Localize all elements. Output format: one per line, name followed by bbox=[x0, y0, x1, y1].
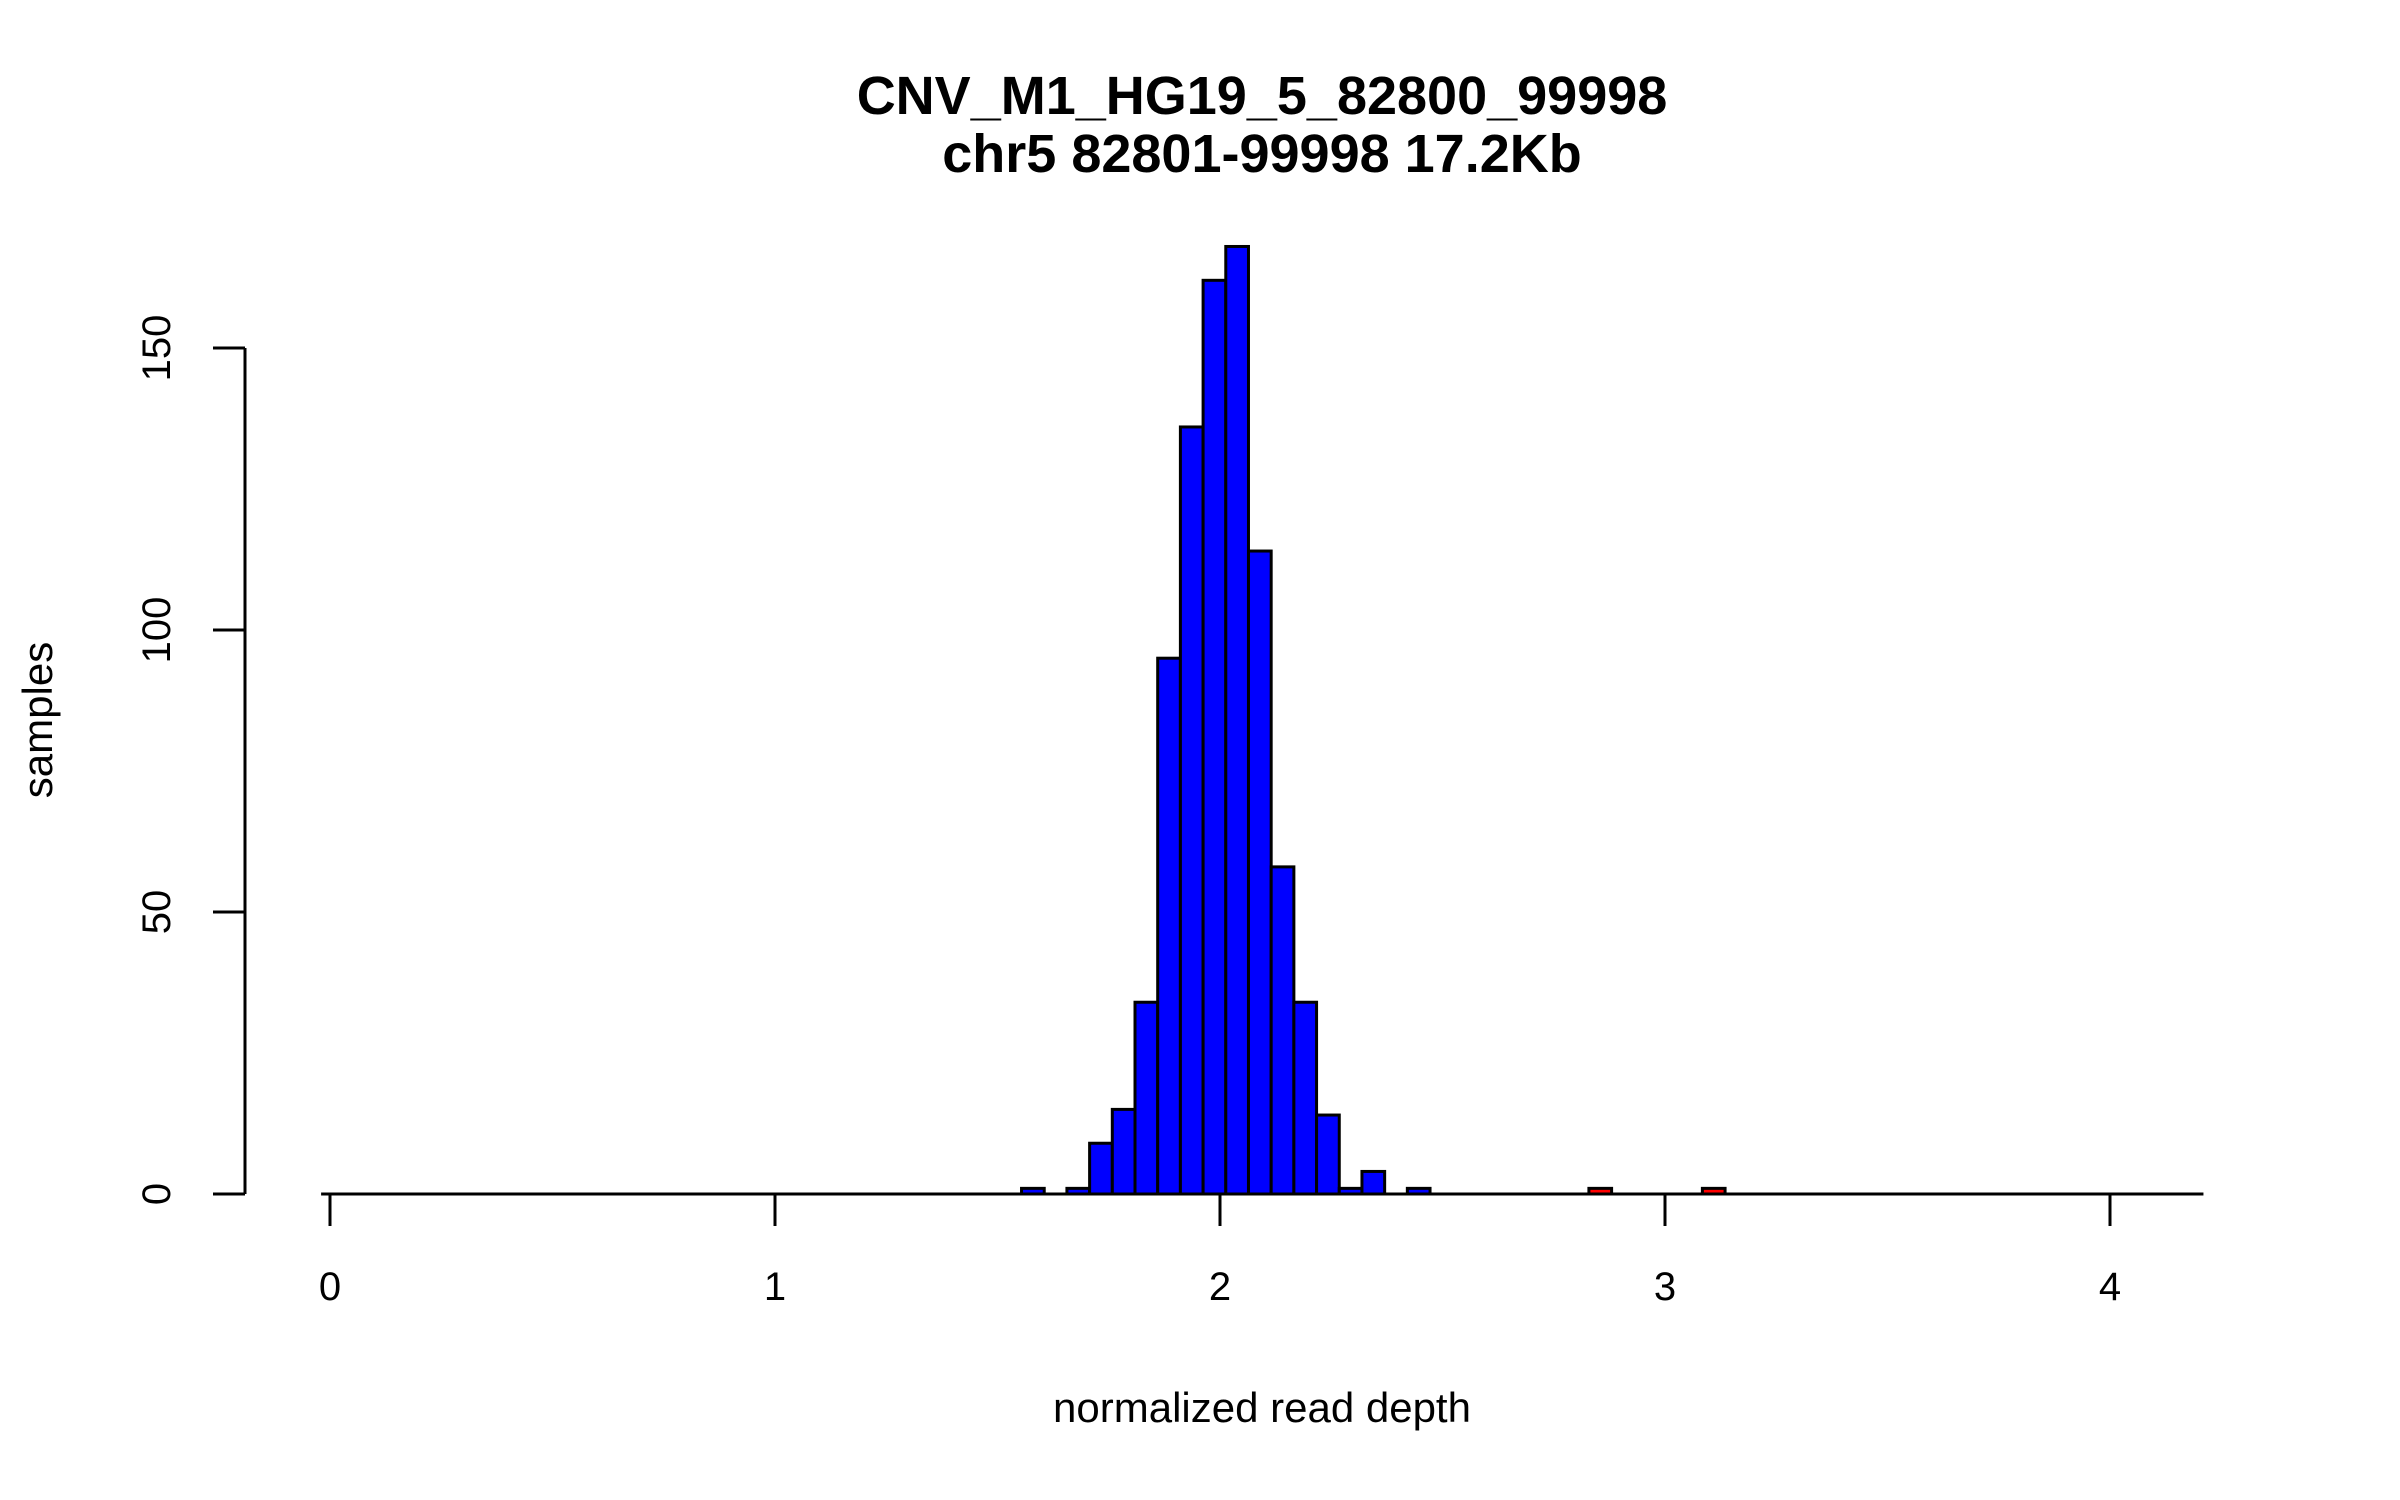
histogram-bar-normal-9 bbox=[1246, 549, 1273, 1196]
bars-group bbox=[321, 244, 2204, 1196]
histogram-bar-normal-1 bbox=[1065, 1186, 1092, 1196]
histogram-bar-outlier-17 bbox=[1700, 1186, 1727, 1196]
chart-subtitle: chr5 82801-99998 17.2Kb bbox=[942, 124, 1581, 184]
histogram-bar-normal-10 bbox=[1269, 865, 1296, 1196]
y-tick-label: 50 bbox=[135, 890, 179, 935]
histogram-bar-normal-8 bbox=[1224, 244, 1250, 1196]
histogram-bar-normal-4 bbox=[1133, 1000, 1160, 1196]
x-tick-label: 1 bbox=[764, 1265, 786, 1309]
histogram-bar-normal-11 bbox=[1292, 1000, 1319, 1196]
axes-group: 0 1 2 3 4 0 50 100 150 bbox=[135, 315, 2121, 1309]
x-axis-label: normalized read depth bbox=[1053, 1384, 1471, 1431]
y-tick-label: 100 bbox=[135, 597, 179, 664]
histogram-bar-normal-12 bbox=[1315, 1113, 1341, 1196]
histogram-bar-normal-3 bbox=[1110, 1107, 1137, 1196]
y-tick-label: 150 bbox=[135, 315, 179, 382]
histogram-bar-outlier-16 bbox=[1587, 1186, 1614, 1196]
y-tick-label: 0 bbox=[135, 1183, 179, 1205]
x-tick-label: 0 bbox=[319, 1265, 341, 1309]
histogram-bar-normal-13 bbox=[1337, 1186, 1364, 1196]
y-axis-label: samples bbox=[14, 642, 61, 798]
histogram-bar-normal-15 bbox=[1405, 1186, 1432, 1196]
x-tick-label: 3 bbox=[1654, 1265, 1676, 1309]
histogram-bar-normal-14 bbox=[1360, 1169, 1387, 1196]
histogram-bar-normal-7 bbox=[1201, 278, 1228, 1196]
histogram-bar-normal-0 bbox=[1020, 1186, 1046, 1196]
x-tick-label: 2 bbox=[1209, 1265, 1231, 1309]
histogram-bar-normal-6 bbox=[1178, 425, 1205, 1196]
chart-title: CNV_M1_HG19_5_82800_99998 bbox=[857, 66, 1668, 126]
histogram-bar-normal-2 bbox=[1088, 1141, 1114, 1196]
histogram-bar-normal-5 bbox=[1156, 656, 1182, 1196]
x-tick-label: 4 bbox=[2099, 1265, 2121, 1309]
